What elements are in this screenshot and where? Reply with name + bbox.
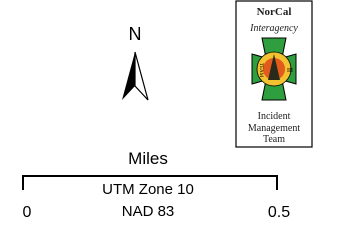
logo: NorCal Interagency TEAM III Incident Man… <box>236 1 312 147</box>
map-legend: N NorCal Interagency TEAM III Incident M… <box>0 0 345 244</box>
north-arrow: N <box>122 24 148 100</box>
logo-footer: Incident <box>258 111 291 122</box>
scale-start: 0 <box>23 204 32 221</box>
projection: NAD 83 <box>122 203 175 220</box>
logo-footer: Management <box>248 123 300 134</box>
north-arrow-left <box>122 52 135 100</box>
scale-end: 0.5 <box>268 204 290 221</box>
logo-footer: Team <box>263 134 285 145</box>
scale-bar: Miles 0 0.5 UTM Zone 10 NAD 83 <box>23 149 291 221</box>
logo-right-badge: III <box>287 68 293 74</box>
scale-unit: Miles <box>128 149 168 168</box>
north-arrow-right <box>135 52 148 100</box>
north-label: N <box>129 24 142 44</box>
projection: UTM Zone 10 <box>102 181 194 198</box>
logo-left-badge: TEAM <box>258 63 263 78</box>
logo-subtitle: Interagency <box>249 23 298 34</box>
logo-title: NorCal <box>257 6 292 18</box>
